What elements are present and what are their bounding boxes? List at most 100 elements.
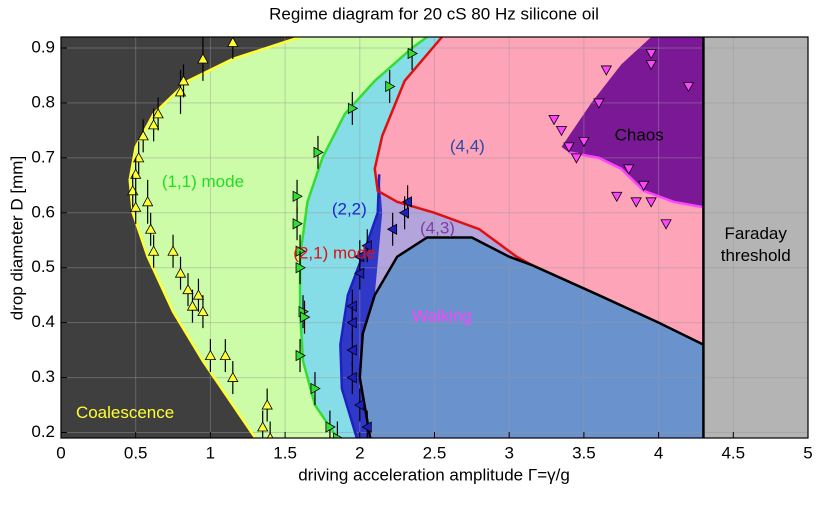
data-point <box>295 262 306 274</box>
data-point <box>174 267 187 278</box>
data-point <box>347 102 359 115</box>
data-point <box>197 305 209 317</box>
data-point <box>257 421 269 432</box>
y-tick-label: 0.4 <box>31 312 55 331</box>
region <box>61 37 301 438</box>
data-point <box>152 108 164 119</box>
data-point <box>570 153 583 164</box>
data-point <box>192 289 205 300</box>
x-tick-label: 1 <box>206 443 215 462</box>
boundary-curve <box>568 151 704 209</box>
data-point <box>593 98 605 109</box>
data-point <box>353 267 365 279</box>
data-point <box>261 399 273 410</box>
data-point <box>682 82 695 93</box>
y-tick-label: 0.9 <box>31 37 55 56</box>
data-point <box>645 49 657 60</box>
data-point <box>385 80 396 93</box>
data-point <box>398 207 410 219</box>
data-point <box>147 245 160 256</box>
region <box>359 237 704 438</box>
region-label: (4,4) <box>450 136 485 155</box>
data-point <box>137 130 149 141</box>
data-point <box>186 300 199 311</box>
x-tick-label: 3 <box>504 443 513 462</box>
data-point <box>182 283 194 295</box>
region <box>703 37 808 438</box>
y-tick-label: 0.3 <box>31 367 55 386</box>
data-point <box>219 349 232 361</box>
data-point <box>177 75 190 86</box>
data-point <box>660 219 672 230</box>
x-tick-label: 4 <box>654 443 663 462</box>
data-point <box>563 142 575 153</box>
data-point <box>407 47 418 60</box>
data-point <box>353 399 365 411</box>
data-point <box>346 316 357 329</box>
boundary-curve <box>339 174 381 438</box>
data-point <box>130 201 142 212</box>
data-point <box>645 197 657 208</box>
y-tick-label: 0.7 <box>31 147 55 166</box>
y-axis-label: drop diameter D [mm] <box>7 156 26 320</box>
data-point <box>645 60 657 71</box>
data-point <box>227 371 239 382</box>
region-label: (2,1) mode <box>293 243 375 262</box>
data-point <box>204 349 217 361</box>
data-point <box>623 164 635 175</box>
x-tick-label: 2.5 <box>423 443 447 462</box>
y-tick-label: 0.5 <box>31 257 55 276</box>
data-point <box>361 421 372 433</box>
data-point <box>313 146 324 159</box>
region <box>374 190 532 296</box>
x-tick-label: 0.5 <box>124 443 148 462</box>
data-point <box>197 53 209 64</box>
data-point <box>401 196 413 208</box>
x-tick-label: 3.5 <box>572 443 596 462</box>
boundary-curve <box>358 236 704 438</box>
region-label: (1,1) mode <box>162 172 244 191</box>
x-tick-label: 4.5 <box>721 443 745 462</box>
data-point <box>227 37 239 47</box>
data-point <box>548 114 560 126</box>
region-label: Walking <box>412 307 472 326</box>
x-axis-label: driving acceleration amplitude Γ=γ/g <box>298 465 570 484</box>
data-point <box>630 197 642 208</box>
data-point <box>611 191 623 203</box>
region-label: Coalescence <box>76 403 174 422</box>
data-point <box>167 245 179 256</box>
region-label: (2,2) <box>332 200 367 219</box>
data-point <box>361 240 372 252</box>
x-tick-label: 2 <box>355 443 364 462</box>
data-point <box>555 125 568 137</box>
data-point <box>292 190 303 202</box>
region <box>561 37 704 208</box>
x-tick-label: 1.5 <box>273 443 297 462</box>
y-tick-label: 0.6 <box>31 202 55 221</box>
data-point <box>346 371 357 384</box>
region <box>340 174 383 438</box>
region-label: Faraday <box>725 224 788 243</box>
y-tick-label: 0.8 <box>31 92 55 111</box>
boundary-curve <box>128 37 301 438</box>
data-point <box>141 195 154 207</box>
boundary-curve <box>373 37 533 267</box>
data-point <box>346 344 357 356</box>
region-label: threshold <box>721 246 791 265</box>
data-point <box>295 349 306 362</box>
y-tick-label: 0.2 <box>31 422 55 441</box>
data-point <box>300 311 311 323</box>
data-point <box>325 421 336 433</box>
data-point <box>292 218 303 230</box>
boundary-curve <box>298 37 428 438</box>
plot-area <box>61 37 808 438</box>
chart-title: Regime diagram for 20 cS 80 Hz silicone … <box>269 4 599 23</box>
x-tick-label: 0 <box>56 443 65 462</box>
data-point <box>600 65 612 76</box>
region-label: Chaos <box>615 125 664 144</box>
data-point <box>332 432 344 438</box>
data-point <box>637 180 650 192</box>
data-point <box>386 223 398 235</box>
data-point <box>310 382 321 395</box>
